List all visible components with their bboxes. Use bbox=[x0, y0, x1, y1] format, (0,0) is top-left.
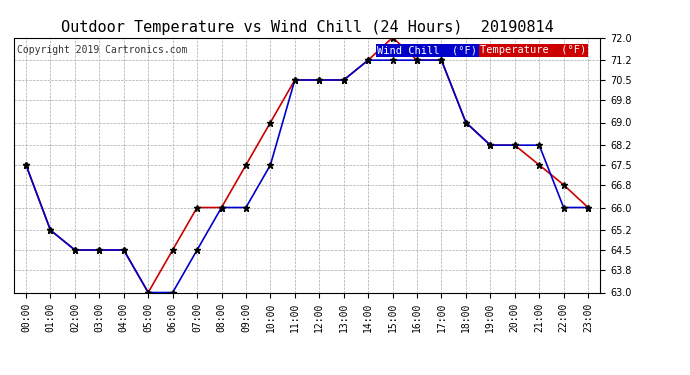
Text: Wind Chill  (°F): Wind Chill (°F) bbox=[377, 45, 477, 55]
Text: Copyright 2019 Cartronics.com: Copyright 2019 Cartronics.com bbox=[17, 45, 187, 55]
Text: Temperature  (°F): Temperature (°F) bbox=[480, 45, 586, 55]
Title: Outdoor Temperature vs Wind Chill (24 Hours)  20190814: Outdoor Temperature vs Wind Chill (24 Ho… bbox=[61, 20, 553, 35]
